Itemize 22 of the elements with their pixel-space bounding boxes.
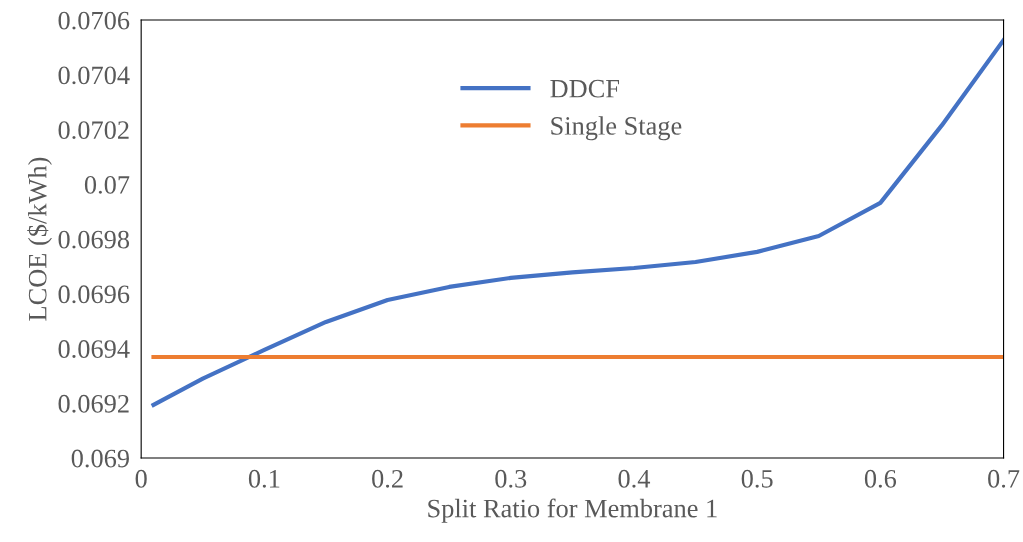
x-tick-label: 0 <box>135 469 147 488</box>
x-tick-label: 0.5 <box>741 469 773 488</box>
x-tick-label: 0.3 <box>495 469 527 488</box>
line-series <box>151 37 1004 407</box>
x-axis-title: Split Ratio for Membrane 1 <box>428 498 717 523</box>
x-tick-label: 0.6 <box>864 469 897 488</box>
x-tick-label: 0.7 <box>988 469 1020 488</box>
legend-label: DDCF <box>550 79 620 98</box>
y-axis-title: LCOE ($/kWh) <box>27 157 52 321</box>
legend-label: Single Stage <box>551 116 682 141</box>
x-tick-label: 0.4 <box>618 469 651 488</box>
y-tick-label: 0.0702 <box>58 121 129 140</box>
y-tick-label: 0.069 <box>71 449 129 468</box>
y-tick-label: 0.0706 <box>58 11 130 30</box>
y-tick-label: 0.0704 <box>58 66 130 85</box>
y-tick-label: 0.0694 <box>58 340 130 359</box>
y-tick-label: 0.0696 <box>58 285 130 304</box>
y-tick-label: 0.0692 <box>58 394 129 413</box>
y-tick-label: 0.0698 <box>58 230 130 249</box>
x-tick-label: 0.1 <box>248 469 280 488</box>
y-tick-label: 0.07 <box>84 175 130 194</box>
x-tick-label: 0.2 <box>372 469 403 488</box>
